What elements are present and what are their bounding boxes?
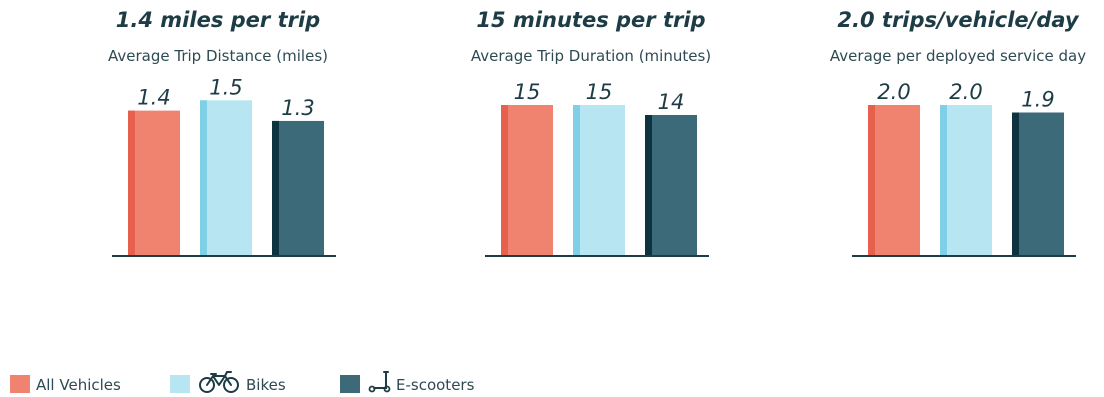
bar-all-vehicles <box>128 110 180 255</box>
value-label-all-vehicles: 1.4 <box>137 86 170 110</box>
bar-e-scooters-body <box>272 120 324 255</box>
bar-chart-trips: 2.0 2.0 1.9 <box>852 80 1076 257</box>
chart-title: 2.0 trips/vehicle/day <box>837 8 1079 32</box>
bar-e-scooters-edge <box>272 120 279 255</box>
bar-all-vehicles-edge <box>868 105 875 255</box>
value-label-all-vehicles: 2.0 <box>877 80 910 104</box>
bar-all-vehicles-edge <box>128 110 135 255</box>
chart-subtitle: Average per deployed service day <box>829 47 1087 65</box>
value-label-bikes: 15 <box>586 80 613 104</box>
bar-e-scooters <box>272 120 324 255</box>
bar-bikes-body <box>573 105 625 255</box>
bar-bikes-edge <box>200 100 207 255</box>
bar-bikes-body <box>940 105 992 255</box>
value-label-e-scooters: 1.9 <box>1021 88 1054 112</box>
legend-label: Bikes <box>246 376 286 394</box>
bar-e-scooters-edge <box>1012 112 1019 255</box>
bar-bikes <box>200 100 252 255</box>
value-label-bikes: 1.5 <box>209 75 242 99</box>
bar-all-vehicles <box>868 105 920 255</box>
chart-title: 1.4 miles per trip <box>115 8 321 32</box>
bar-bikes-edge <box>940 105 947 255</box>
bar-chart-duration: 15 15 14 <box>485 80 709 257</box>
legend-swatch-bikes <box>170 375 190 393</box>
bicycle-icon <box>199 371 239 393</box>
legend-swatch-escooters <box>340 375 360 393</box>
bar-all-vehicles-edge <box>501 105 508 255</box>
bar-all-vehicles <box>501 105 553 255</box>
bar-bikes-edge <box>573 105 580 255</box>
chart-subtitle: Average Trip Distance (miles) <box>108 47 328 65</box>
bar-e-scooters <box>645 115 697 255</box>
value-label-e-scooters: 14 <box>658 90 685 114</box>
bar-all-vehicles-body <box>501 105 553 255</box>
value-label-all-vehicles: 15 <box>514 80 541 104</box>
chart-panel-trips: 2.0 trips/vehicle/day Average per deploy… <box>808 0 1104 270</box>
value-label-e-scooters: 1.3 <box>281 96 314 120</box>
bar-bikes <box>573 105 625 255</box>
legend-label: E-scooters <box>396 376 475 394</box>
bar-chart-distance: 1.4 1.5 1.3 <box>112 75 336 257</box>
bar-all-vehicles-body <box>868 105 920 255</box>
bar-e-scooters-edge <box>645 115 652 255</box>
legend-label: All Vehicles <box>36 376 121 394</box>
bar-e-scooters-body <box>1012 112 1064 255</box>
scooter-icon <box>368 371 391 393</box>
bar-bikes <box>940 105 992 255</box>
value-label-bikes: 2.0 <box>949 80 982 104</box>
bar-all-vehicles-body <box>128 110 180 255</box>
chart-panel-duration: 15 minutes per trip Average Trip Duratio… <box>441 0 741 270</box>
bar-bikes-body <box>200 100 252 255</box>
bar-e-scooters <box>1012 112 1064 255</box>
chart-subtitle: Average Trip Duration (minutes) <box>470 47 712 65</box>
chart-title: 15 minutes per trip <box>476 8 706 32</box>
legend-swatch-all-vehicles <box>10 375 30 393</box>
bar-e-scooters-body <box>645 115 697 255</box>
chart-panel-distance: 1.4 miles per trip Average Trip Distance… <box>68 0 368 270</box>
